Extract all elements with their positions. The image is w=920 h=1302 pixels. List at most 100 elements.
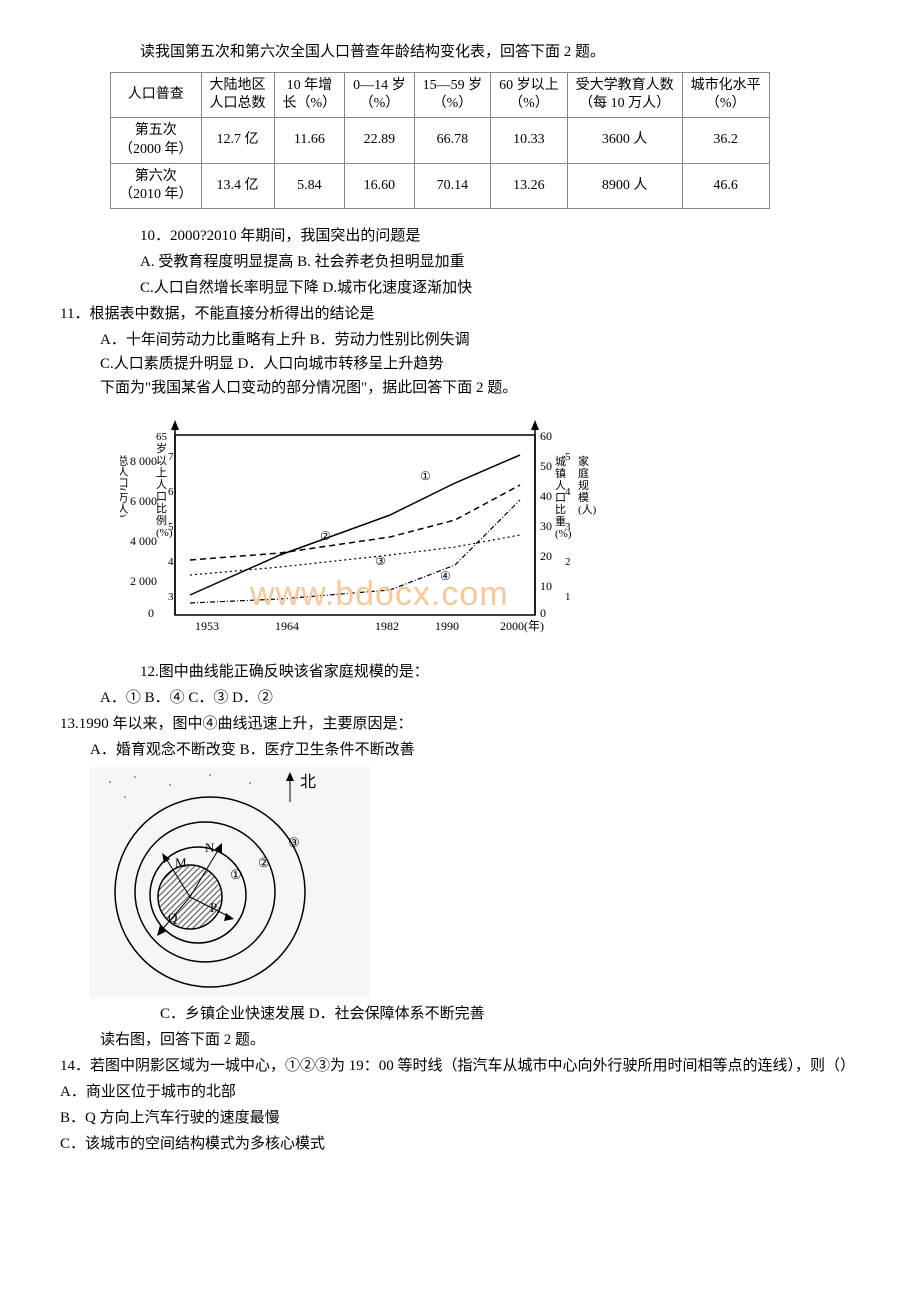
q13-stem: 13.1990 年以来，图中④曲线迅速上升，主要原因是： — [60, 712, 860, 736]
svg-text:6: 6 — [168, 486, 174, 498]
q12-stem: 12.图中曲线能正确反映该省家庭规模的是： — [140, 660, 860, 684]
svg-text:规: 规 — [578, 478, 589, 492]
svg-text:1953: 1953 — [195, 619, 219, 633]
svg-text:6 000: 6 000 — [130, 494, 157, 508]
svg-text:镇: 镇 — [555, 466, 566, 480]
intro-text-3: 读右图，回答下面 2 题。 — [100, 1028, 860, 1052]
svg-text:(%): (%) — [156, 527, 173, 539]
svg-text:20: 20 — [540, 549, 552, 563]
q10-opts-cd: C.人口自然增长率明显下降 D.城市化速度逐渐加快 — [140, 276, 860, 300]
svg-text:口: 口 — [555, 492, 566, 504]
svg-text:②: ② — [258, 855, 270, 870]
svg-text:4: 4 — [168, 556, 174, 568]
svg-text:65: 65 — [156, 431, 168, 443]
table-row: 人口普查 大陆地区人口总数 10 年增长（%） 0—14 岁（%） 15—59 … — [111, 73, 770, 118]
cell: 70.14 — [414, 163, 491, 208]
table-row: 第五次（2000 年） 12.7 亿 11.66 22.89 66.78 10.… — [111, 118, 770, 163]
col-header: 受大学教育人数（每 10 万人） — [567, 73, 682, 118]
svg-text:①: ① — [230, 867, 242, 882]
table-row: 第六次（2010 年） 13.4 亿 5.84 16.60 70.14 13.2… — [111, 163, 770, 208]
cell: 第六次（2010 年） — [111, 163, 202, 208]
svg-text:40: 40 — [540, 489, 552, 503]
q10-opts-ab: A. 受教育程度明显提高 B. 社会养老负担明显加重 — [140, 250, 860, 274]
svg-text:2000(年): 2000(年) — [500, 619, 544, 633]
col-header: 人口普查 — [111, 73, 202, 118]
svg-text:①: ① — [420, 469, 431, 483]
cell: 12.7 亿 — [201, 118, 274, 163]
cell: 8900 人 — [567, 163, 682, 208]
svg-text:8 000: 8 000 — [130, 454, 157, 468]
svg-text:3: 3 — [168, 591, 174, 603]
svg-text:比: 比 — [555, 503, 566, 516]
q14-opt-b: B．Q 方向上汽车行驶的速度最慢 — [60, 1106, 860, 1130]
svg-text:N: N — [205, 840, 215, 855]
cell: 10.33 — [491, 118, 568, 163]
svg-text:②: ② — [320, 529, 331, 543]
isochrone-diagram: 北 ① ② ③ M N P Q — [90, 767, 370, 997]
svg-text:0: 0 — [540, 606, 546, 620]
cell: 第五次（2000 年） — [111, 118, 202, 163]
svg-text:比: 比 — [156, 502, 167, 515]
q14-opt-a: A．商业区位于城市的北部 — [60, 1080, 860, 1104]
cell: 11.66 — [274, 118, 345, 163]
svg-text:2: 2 — [565, 556, 571, 568]
q13-opts-ab: A．婚育观念不断改变 B．医疗卫生条件不断改善 — [90, 738, 860, 762]
svg-text:例: 例 — [156, 513, 167, 527]
q14-opt-c: C．该城市的空间结构模式为多核心模式 — [60, 1132, 860, 1156]
svg-text:1964: 1964 — [275, 619, 299, 633]
svg-text:4 000: 4 000 — [130, 534, 157, 548]
svg-text:10: 10 — [540, 579, 552, 593]
cell: 13.4 亿 — [201, 163, 274, 208]
svg-text:M: M — [175, 855, 187, 870]
cell: 3600 人 — [567, 118, 682, 163]
svg-text:7: 7 — [168, 451, 174, 463]
col-header: 60 岁以上（%） — [491, 73, 568, 118]
col-header: 15—59 岁（%） — [414, 73, 491, 118]
svg-text:0: 0 — [148, 606, 154, 620]
svg-text:③: ③ — [375, 554, 386, 568]
population-chart: 8 000 6 000 4 000 2 000 0 7 6 5 4 3 总人口(… — [120, 405, 600, 655]
svg-text:庭: 庭 — [578, 466, 589, 480]
svg-text:城: 城 — [555, 455, 566, 468]
svg-text:重: 重 — [555, 514, 566, 528]
svg-text:口: 口 — [156, 491, 167, 503]
svg-text:岁: 岁 — [156, 441, 167, 455]
cell: 13.26 — [491, 163, 568, 208]
cell: 46.6 — [682, 163, 769, 208]
col-header: 10 年增长（%） — [274, 73, 345, 118]
cell: 36.2 — [682, 118, 769, 163]
svg-text:③: ③ — [288, 835, 300, 850]
cell: 5.84 — [274, 163, 345, 208]
svg-text:总人口(万人): 总人口(万人) — [120, 454, 129, 518]
svg-text:1: 1 — [565, 591, 571, 603]
q10-stem: 10．2000?2010 年期间，我国突出的问题是 — [140, 224, 860, 248]
intro-text-1: 读我国第五次和第六次全国人口普查年龄结构变化表，回答下面 2 题。 — [140, 40, 860, 64]
q11-opts-ab: A．十年间劳动力比重略有上升 B．劳动力性别比例失调 — [100, 328, 860, 352]
q11-opts-cd: C.人口素质提升明显 D．人口向城市转移呈上升趋势 — [100, 352, 860, 376]
svg-text:2 000: 2 000 — [130, 574, 157, 588]
q14-stem: 14．若图中阴影区域为一城中心，①②③为 19：00 等时线（指汽车从城市中心向… — [60, 1054, 860, 1078]
cell: 22.89 — [345, 118, 415, 163]
svg-text:50: 50 — [540, 459, 552, 473]
svg-text:人: 人 — [156, 478, 167, 491]
svg-text:模: 模 — [578, 491, 589, 504]
svg-text:(%): (%) — [555, 528, 572, 540]
svg-text:家: 家 — [578, 454, 589, 468]
svg-text:以: 以 — [156, 455, 167, 467]
svg-text:1990: 1990 — [435, 619, 459, 633]
intro-text-2: 下面为"我国某省人口变动的部分情况图"，据此回答下面 2 题。 — [100, 376, 860, 400]
col-header: 大陆地区人口总数 — [201, 73, 274, 118]
cell: 16.60 — [345, 163, 415, 208]
svg-text:(人): (人) — [578, 503, 597, 516]
col-header: 城市化水平（%） — [682, 73, 769, 118]
svg-text:30: 30 — [540, 519, 552, 533]
q11-stem: 11．根据表中数据，不能直接分析得出的结论是 — [60, 302, 860, 326]
svg-text:www.bdocx.com: www.bdocx.com — [249, 575, 509, 613]
col-header: 0—14 岁（%） — [345, 73, 415, 118]
svg-text:人: 人 — [555, 479, 566, 492]
svg-text:上: 上 — [156, 466, 167, 479]
census-table: 人口普查 大陆地区人口总数 10 年增长（%） 0—14 岁（%） 15—59 … — [110, 72, 770, 209]
svg-text:60: 60 — [540, 429, 552, 443]
q12-opts: A．① B．④ C．③ D．② — [100, 686, 860, 710]
svg-text:北: 北 — [300, 773, 316, 791]
